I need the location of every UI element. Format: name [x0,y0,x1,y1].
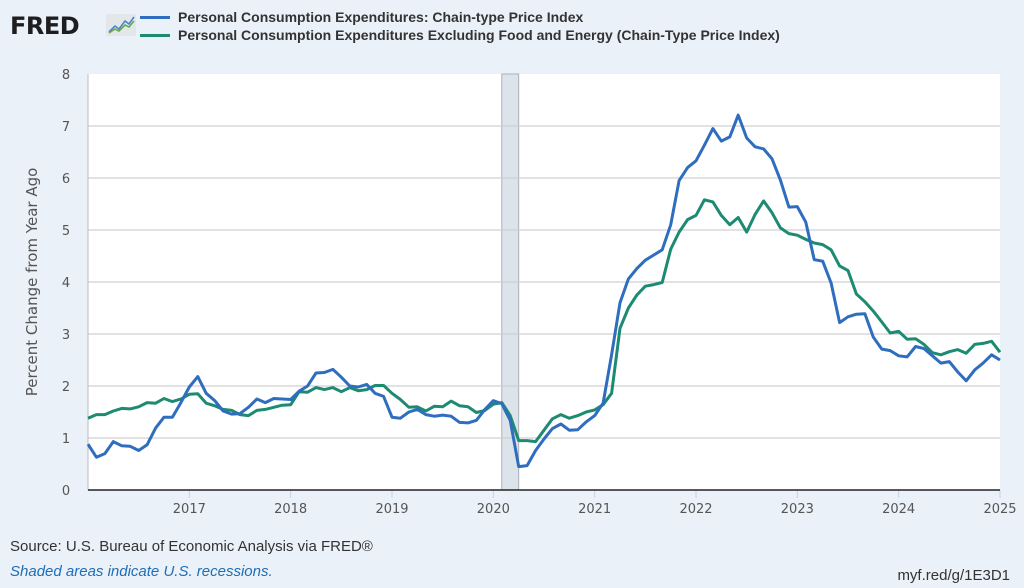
legend-label-core-pce: Personal Consumption Expenditures Exclud… [178,27,780,43]
x-tick-label: 2017 [173,502,206,517]
legend: Personal Consumption Expenditures: Chain… [140,8,780,44]
x-tick-label: 2024 [882,502,915,517]
y-tick-label: 4 [62,276,70,291]
legend-item-pce[interactable]: Personal Consumption Expenditures: Chain… [140,8,780,26]
grid-layer [87,74,1000,490]
y-tick-label: 1 [62,432,70,447]
legend-swatch-core-pce [140,33,170,37]
recession-note[interactable]: Shaded areas indicate U.S. recessions. [10,563,273,580]
x-tick-label: 2025 [983,502,1016,517]
x-tick-label: 2023 [781,502,814,517]
x-tick-label: 2021 [578,502,611,517]
y-axis: 0 1 2 3 4 5 6 7 8 [62,68,70,499]
x-axis: 2017 2018 2019 2020 2021 2022 2023 2024 2025 [173,490,1017,517]
y-tick-label: 8 [62,68,70,83]
legend-item-core-pce[interactable]: Personal Consumption Expenditures Exclud… [140,26,780,44]
x-tick-label: 2018 [274,502,307,517]
line-chart-icon [106,14,136,36]
y-tick-label: 6 [62,172,70,187]
y-tick-label: 7 [62,120,70,135]
y-tick-label: 0 [62,484,70,499]
x-tick-label: 2022 [679,502,712,517]
series-line-pce[interactable] [86,113,1001,469]
y-tick-label: 3 [62,328,70,343]
fred-logo[interactable]: FRED [10,12,80,40]
y-tick-label: 2 [62,380,70,395]
series-layer [86,113,1002,469]
short-url[interactable]: myf.red/g/1E3D1 [897,567,1010,584]
source-text: Source: U.S. Bureau of Economic Analysis… [10,538,373,555]
x-tick-label: 2020 [477,502,510,517]
legend-swatch-pce [140,15,170,19]
x-tick-label: 2019 [375,502,408,517]
y-axis-label: Percent Change from Year Ago [23,168,41,397]
legend-label-pce: Personal Consumption Expenditures: Chain… [178,9,584,25]
y-tick-label: 5 [62,224,70,239]
